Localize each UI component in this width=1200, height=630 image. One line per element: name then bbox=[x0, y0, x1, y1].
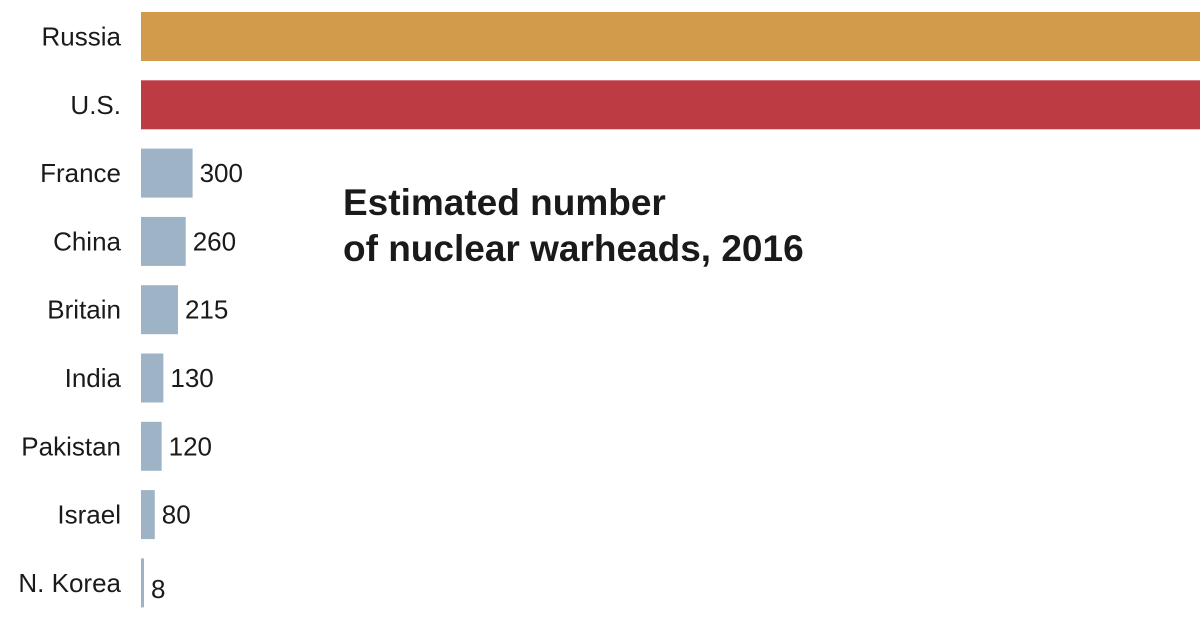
category-label-israel: Israel bbox=[57, 500, 121, 530]
value-label-india: 130 bbox=[170, 363, 213, 393]
value-label-china: 260 bbox=[193, 226, 236, 256]
category-label-britain: Britain bbox=[47, 295, 121, 325]
value-label-britain: 215 bbox=[185, 295, 228, 325]
bar-france bbox=[141, 148, 193, 198]
bar-china bbox=[141, 216, 186, 266]
chart-title-line-1: Estimated number bbox=[343, 182, 666, 223]
bar-n-korea bbox=[141, 558, 144, 608]
value-labels-group: 300 260 215 130 120 80 8 bbox=[151, 158, 243, 604]
bar-britain bbox=[141, 285, 178, 335]
category-label-n-korea: N. Korea bbox=[18, 568, 121, 598]
value-label-n-korea: 8 bbox=[151, 574, 165, 604]
chart-title: Estimated number of nuclear warheads, 20… bbox=[343, 180, 804, 272]
bar-u-s bbox=[141, 80, 1200, 130]
value-label-france: 300 bbox=[200, 158, 243, 188]
category-label-u-s: U.S. bbox=[70, 90, 121, 120]
bar-pakistan bbox=[141, 421, 162, 471]
value-label-pakistan: 120 bbox=[169, 431, 212, 461]
category-label-france: France bbox=[40, 158, 121, 188]
value-label-israel: 80 bbox=[162, 500, 191, 530]
category-label-pakistan: Pakistan bbox=[21, 431, 121, 461]
chart-title-line-2: of nuclear warheads, 2016 bbox=[343, 228, 804, 269]
category-label-china: China bbox=[53, 226, 121, 256]
bar-israel bbox=[141, 490, 155, 540]
bars-group bbox=[141, 12, 1200, 608]
bar-india bbox=[141, 353, 164, 403]
bar-russia bbox=[141, 12, 1200, 61]
category-labels-group: Russia U.S. France China Britain India Pakista… bbox=[18, 22, 121, 598]
category-label-russia: Russia bbox=[42, 22, 122, 52]
category-label-india: India bbox=[65, 363, 122, 393]
